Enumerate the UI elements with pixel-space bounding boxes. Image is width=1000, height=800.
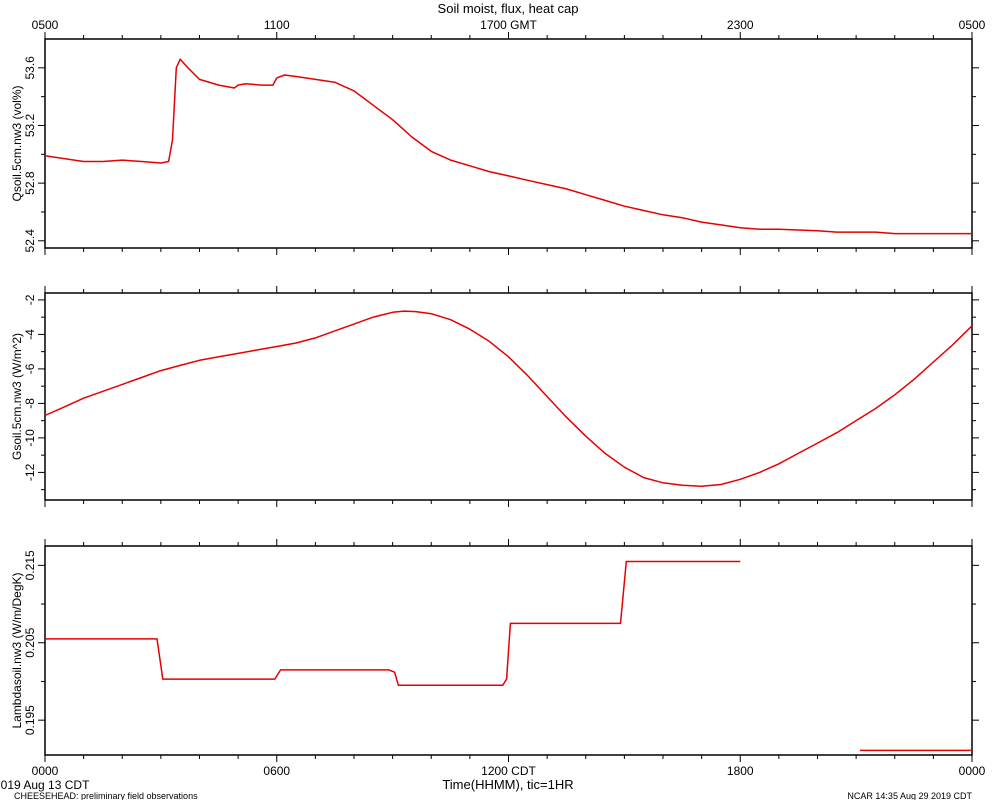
y-axis-label: Lambdasoil.nw3 (W/m/DegK) xyxy=(10,572,24,728)
plot-frame xyxy=(44,38,973,249)
panel-gsoil: -12 -10 -8 -6 -4 -2 Gsoil.5cm.nw3 (W/m^2) xyxy=(10,286,979,507)
footer-project: CHEESEHEAD: preliminary field observatio… xyxy=(14,791,198,800)
y-tick-label: -4 xyxy=(23,329,37,340)
top-tick-label: 0500 xyxy=(32,18,59,32)
y-tick-label: -6 xyxy=(23,363,37,374)
top-axis-labels: 0500 1100 1700 GMT 2300 0500 xyxy=(32,18,986,32)
top-tick-label: 1700 GMT xyxy=(480,18,537,32)
panel-qsoil: 52.4 52.8 53.2 53.6 Qsoil.5cm.nw3 (vol%) xyxy=(10,32,979,255)
top-tick-label: 2300 xyxy=(727,18,754,32)
footer-date: 2019 Aug 13 CDT xyxy=(0,778,90,792)
y-tick-label: -12 xyxy=(23,463,37,481)
plot-frame xyxy=(44,292,973,501)
bottom-axis-labels: 0000 0600 1200 CDT 1800 0000 xyxy=(32,764,986,778)
top-tick-label: 1100 xyxy=(264,18,290,32)
bottom-tick-label: 0600 xyxy=(263,764,290,778)
y-tick-label: -8 xyxy=(23,398,37,409)
bottom-tick-label: 0000 xyxy=(32,764,59,778)
chart-title: Soil moist, flux, heat cap xyxy=(438,1,579,16)
y-tick-label: -2 xyxy=(23,294,37,305)
y-tick-label: 53.2 xyxy=(23,113,37,137)
y-tick-label: 0.205 xyxy=(23,627,37,657)
series-line xyxy=(45,560,741,687)
y-tick-label: 0.195 xyxy=(23,705,37,735)
y-tick-label: -10 xyxy=(23,429,37,447)
bottom-tick-label: 1800 xyxy=(727,764,754,778)
y-tick-label: 0.215 xyxy=(23,550,37,580)
series-line xyxy=(44,58,972,235)
x-axis-label: Time(HHMM), tic=1HR xyxy=(442,777,573,792)
footer-credit: NCAR 14:35 Aug 29 2019 CDT xyxy=(847,791,972,800)
top-tick-label: 0500 xyxy=(959,18,986,32)
y-tick-label: 52.4 xyxy=(23,229,37,253)
bottom-tick-label: 1200 CDT xyxy=(481,764,536,778)
bottom-tick-label: 0000 xyxy=(959,764,986,778)
y-tick-label: 53.6 xyxy=(23,56,37,80)
y-axis-label: Gsoil.5cm.nw3 (W/m^2) xyxy=(10,333,24,460)
y-tick-label: 52.8 xyxy=(23,171,37,195)
series-line xyxy=(44,310,973,487)
y-axis-label: Qsoil.5cm.nw3 (vol%) xyxy=(10,85,24,201)
